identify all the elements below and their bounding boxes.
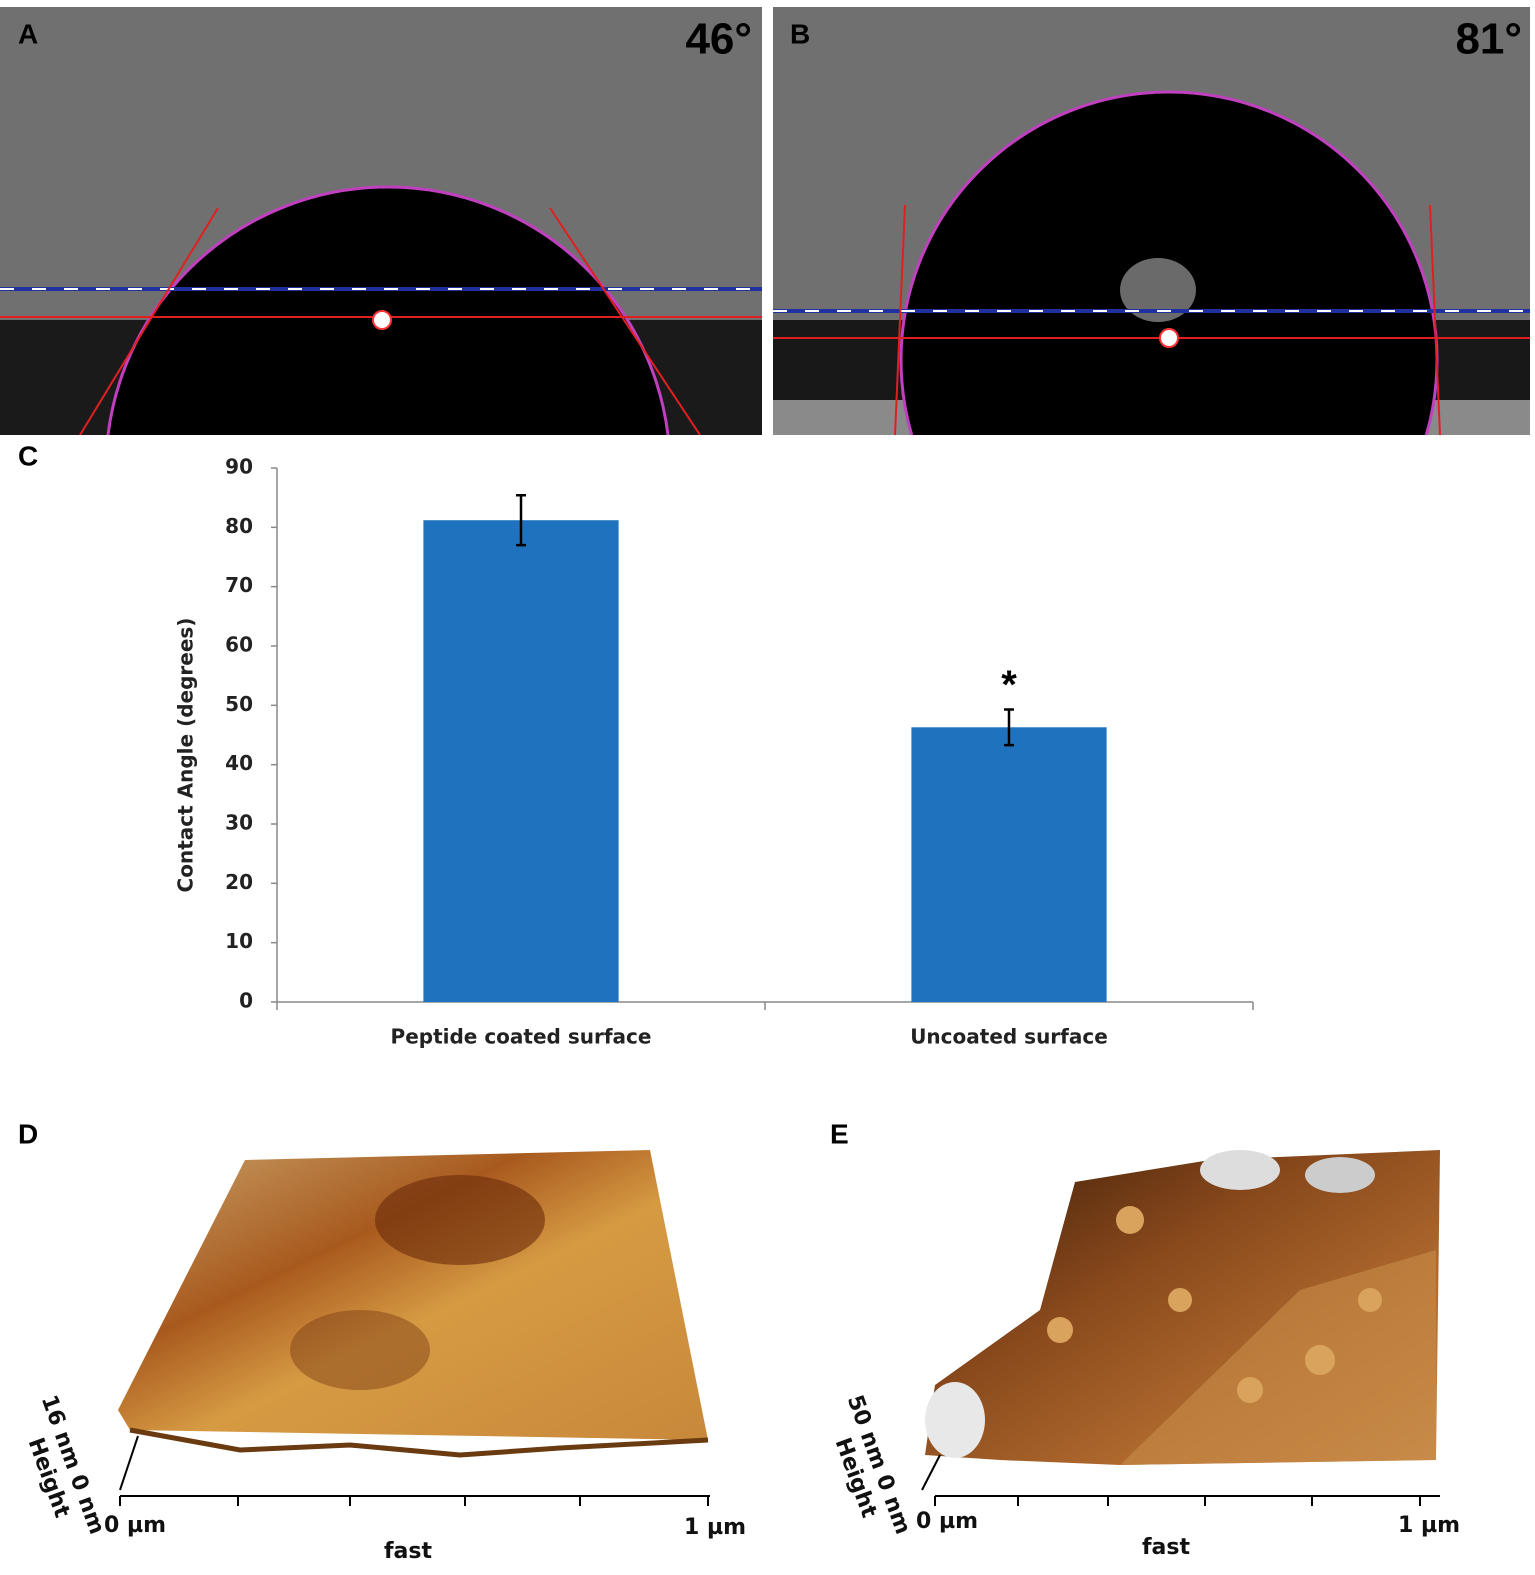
error-bar (1004, 708, 1014, 747)
y-tick-label: 60 (225, 633, 253, 657)
y-tick-label: 40 (225, 751, 253, 775)
y-axis-label: Contact Angle (degrees) (174, 618, 198, 893)
y-tick-label: 20 (225, 870, 253, 894)
panel-label: E (830, 1118, 849, 1149)
angle-label: 81° (1455, 15, 1522, 64)
angle-label: 46° (685, 15, 752, 64)
y-tick-label: 30 (225, 811, 253, 835)
afm-image-d (118, 1150, 710, 1506)
y-tick-label: 0 (239, 989, 253, 1013)
panel-label: C (18, 440, 38, 471)
afm-image-e (921, 1150, 1440, 1506)
y-tick-label: 50 (225, 692, 253, 716)
y-tick-label: 10 (225, 929, 253, 953)
droplet-image-a (0, 7, 762, 435)
x-end: 1 µm (1398, 1513, 1460, 1538)
bar (423, 520, 619, 1002)
panel-label: B (790, 18, 810, 49)
x-label: fast (384, 1539, 433, 1564)
y-tick-label: 80 (225, 514, 253, 538)
droplet-image-b (773, 7, 1530, 435)
x-start: 0 µm (916, 1509, 978, 1534)
x-start: 0 µm (104, 1513, 166, 1538)
error-bar (516, 494, 526, 547)
x-end: 1 µm (684, 1515, 746, 1540)
panel-label: A (18, 18, 38, 49)
significance-mark: * (1001, 663, 1017, 707)
bar (911, 727, 1107, 1002)
y-tick-label: 90 (225, 455, 253, 479)
x-label: fast (1142, 1535, 1191, 1560)
bar-chart: 0 10 20 30 40 50 60 70 80 90 Peptide coated surfac… (225, 455, 1254, 1049)
x-tick-label: Uncoated surface (910, 1025, 1108, 1049)
x-tick-label: Peptide coated surface (391, 1025, 652, 1049)
y-tick-label: 70 (225, 573, 253, 597)
panel-label: D (18, 1118, 38, 1149)
